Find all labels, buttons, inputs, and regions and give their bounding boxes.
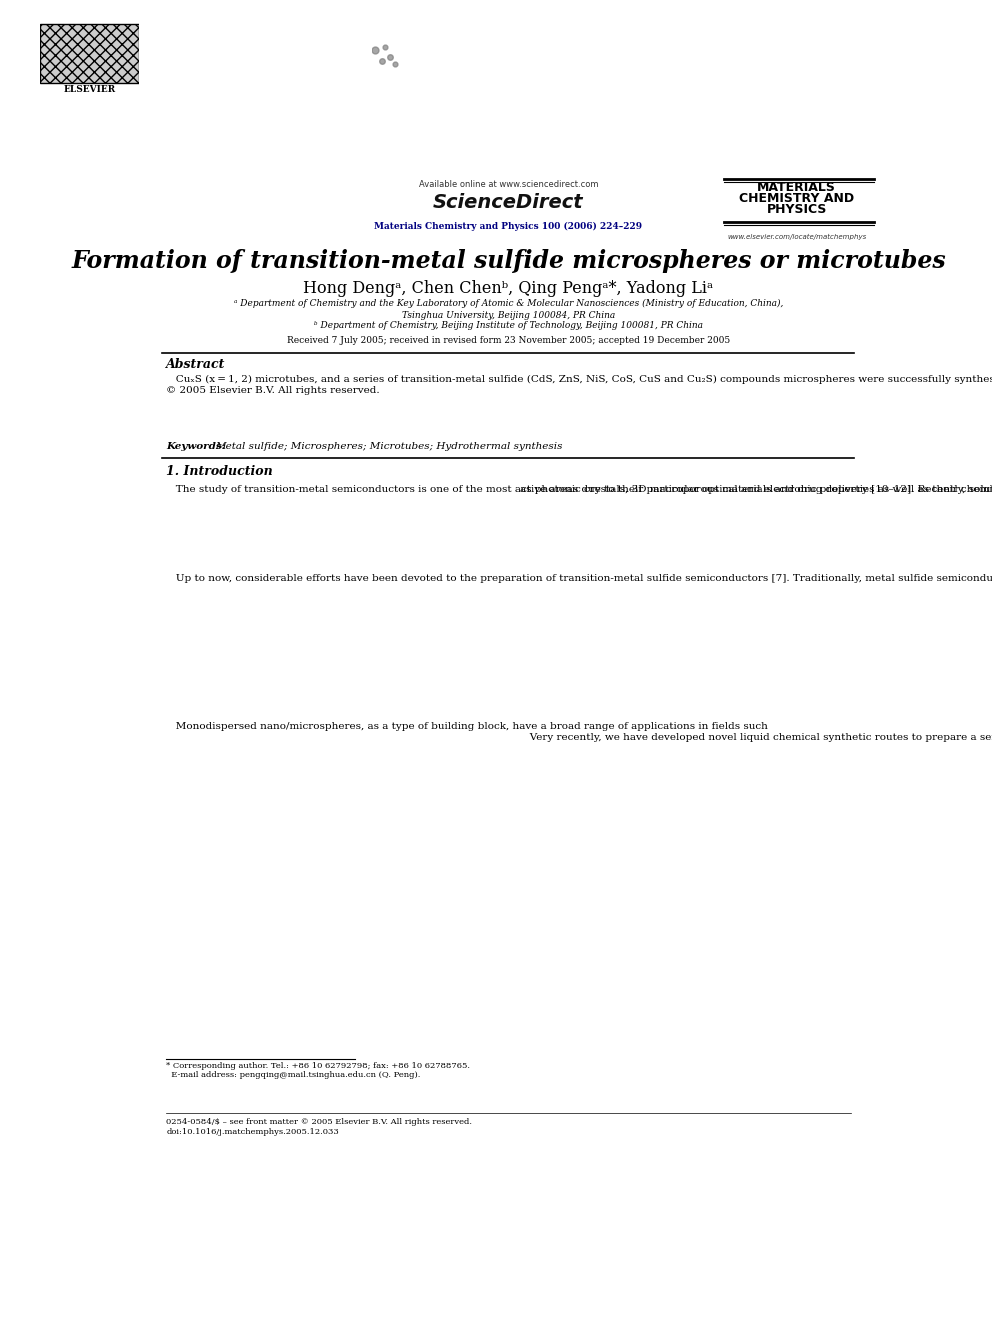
Text: Materials Chemistry and Physics 100 (2006) 224–229: Materials Chemistry and Physics 100 (200… (374, 221, 643, 230)
Text: Up to now, considerable efforts have been devoted to the preparation of transiti: Up to now, considerable efforts have bee… (167, 574, 992, 583)
Text: E-mail address: pengqing@mail.tsinghua.edu.cn (Q. Peng).: E-mail address: pengqing@mail.tsinghua.e… (167, 1070, 421, 1078)
Text: PHYSICS: PHYSICS (767, 204, 827, 216)
Text: as photonic crystals, 3D macroporous materials and drug delivery [10–12]. Recent: as photonic crystals, 3D macroporous mat… (520, 484, 992, 493)
Text: 1. Introduction: 1. Introduction (167, 464, 273, 478)
Text: * Corresponding author. Tel.: +86 10 62792798; fax: +86 10 62788765.: * Corresponding author. Tel.: +86 10 627… (167, 1062, 470, 1070)
Text: Hong Dengᵃ, Chen Chenᵇ, Qing Pengᵃ*, Yadong Liᵃ: Hong Dengᵃ, Chen Chenᵇ, Qing Pengᵃ*, Yad… (304, 279, 713, 296)
Text: Keywords:: Keywords: (167, 442, 226, 451)
Text: CuₓS (x = 1, 2) microtubes, and a series of transition-metal sulfide (CdS, ZnS, : CuₓS (x = 1, 2) microtubes, and a series… (167, 374, 992, 396)
Text: 0254-0584/$ – see front matter © 2005 Elsevier B.V. All rights reserved.: 0254-0584/$ – see front matter © 2005 El… (167, 1118, 472, 1126)
Text: ᵃ Department of Chemistry and the Key Laboratory of Atomic & Molecular Nanoscien: ᵃ Department of Chemistry and the Key La… (234, 299, 783, 320)
Text: doi:10.1016/j.matchemphys.2005.12.033: doi:10.1016/j.matchemphys.2005.12.033 (167, 1127, 339, 1135)
Text: Received 7 July 2005; received in revised form 23 November 2005; accepted 19 Dec: Received 7 July 2005; received in revise… (287, 336, 730, 344)
Text: ELSEVIER: ELSEVIER (63, 85, 115, 94)
Text: MATERIALS: MATERIALS (757, 181, 836, 193)
Text: ScienceDirect: ScienceDirect (434, 193, 583, 212)
Text: Monodispersed nano/microspheres, as a type of building block, have a broad range: Monodispersed nano/microspheres, as a ty… (167, 722, 768, 732)
Text: Formation of transition-metal sulfide microspheres or microtubes: Formation of transition-metal sulfide mi… (71, 249, 945, 273)
Text: Very recently, we have developed novel liquid chemical synthetic routes to prepa: Very recently, we have developed novel l… (520, 733, 992, 742)
Text: www.elsevier.com/locate/matchemphys: www.elsevier.com/locate/matchemphys (727, 234, 866, 241)
Bar (40, 24, 139, 83)
Text: Available online at www.sciencedirect.com: Available online at www.sciencedirect.co… (419, 180, 598, 189)
Text: Metal sulfide; Microspheres; Microtubes; Hydrothermal synthesis: Metal sulfide; Microspheres; Microtubes;… (214, 442, 562, 451)
Text: Abstract: Abstract (167, 359, 225, 370)
Text: CHEMISTRY AND: CHEMISTRY AND (739, 192, 854, 205)
Text: The study of transition-metal semiconductors is one of the most active areas due: The study of transition-metal semiconduc… (167, 484, 992, 493)
Text: ᵇ Department of Chemistry, Beijing Institute of Technology, Beijing 100081, PR C: ᵇ Department of Chemistry, Beijing Insti… (313, 321, 703, 331)
